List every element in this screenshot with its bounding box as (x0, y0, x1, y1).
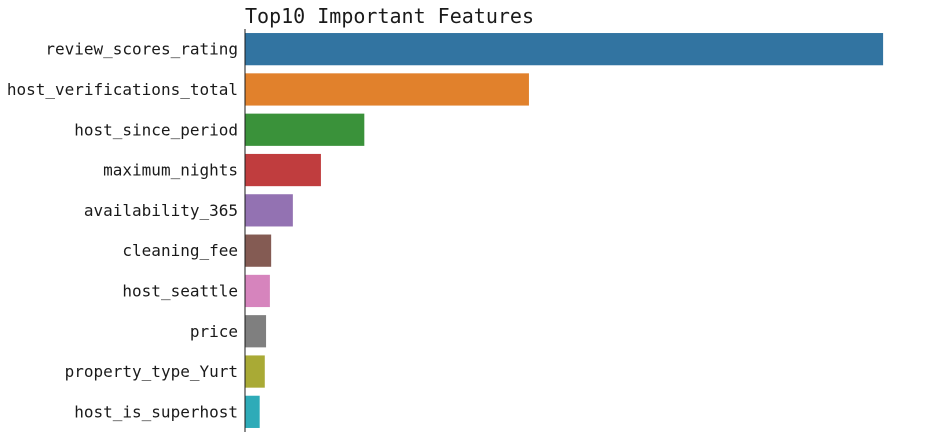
y-tick-label-maximum_nights: maximum_nights (103, 161, 238, 180)
bars-group (245, 33, 884, 428)
y-tick-label-property_type_Yurt: property_type_Yurt (65, 362, 238, 381)
y-tick-label-price: price (190, 322, 238, 341)
bar-host_verifications_total (245, 73, 529, 106)
y-tick-label-host_is_superhost: host_is_superhost (74, 402, 238, 421)
bar-host_seattle (245, 274, 270, 308)
bar-host_since_period (245, 113, 365, 146)
y-tick-label-host_verifications_total: host_verifications_total (7, 80, 238, 99)
y-tick-label-availability_365: availability_365 (84, 201, 238, 220)
y-tick-label-review_scores_rating: review_scores_rating (45, 40, 238, 59)
bar-property_type_Yurt (245, 355, 265, 388)
bar-cleaning_fee (245, 234, 272, 267)
y-tick-label-cleaning_fee: cleaning_fee (122, 241, 238, 260)
y-tick-label-host_since_period: host_since_period (74, 120, 238, 139)
bar-price (245, 315, 267, 348)
bar-host_is_superhost (245, 395, 260, 428)
bar-maximum_nights (245, 153, 321, 187)
bar-availability_365 (245, 194, 293, 227)
chart-title: Top10 Important Features (245, 4, 534, 28)
y-tick-label-host_seattle: host_seattle (122, 281, 238, 300)
bar-review_scores_rating (245, 33, 884, 66)
y-tick-labels: review_scores_rating host_verifications_t… (7, 40, 238, 422)
